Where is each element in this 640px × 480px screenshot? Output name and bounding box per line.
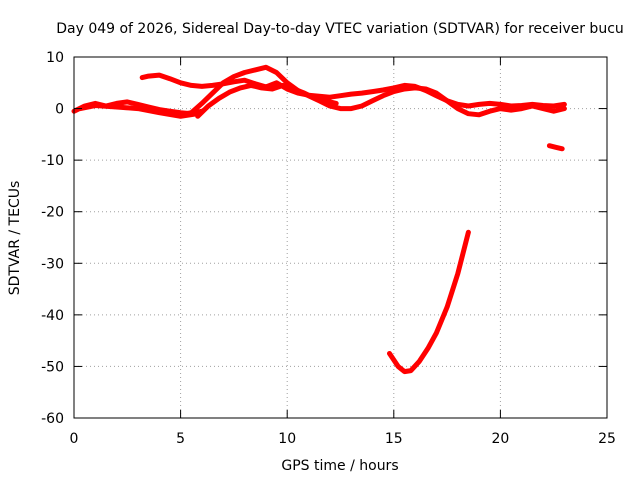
y-tick-label: 0 [55, 102, 64, 118]
y-tick-label: -30 [41, 256, 64, 272]
plot-frame [73, 56, 608, 419]
x-tick-label: 10 [278, 431, 296, 447]
y-tick-label: -20 [41, 205, 64, 221]
y-tick-label: -60 [41, 411, 64, 427]
x-axis-label: GPS time / hours [281, 458, 398, 474]
series-line-arc-6 [546, 143, 565, 152]
x-tick-label: 15 [385, 431, 403, 447]
series-line-arc-7 [387, 229, 471, 375]
series-line-arc-3 [139, 72, 567, 109]
chart-title: Day 049 of 2026, Sidereal Day-to-day VTE… [56, 21, 624, 37]
x-tick-label: 0 [70, 431, 79, 447]
x-tick-label: 5 [176, 431, 185, 447]
y-tick-label: -40 [41, 308, 64, 324]
y-tick-label: -10 [41, 153, 64, 169]
y-tick-label: -50 [41, 359, 64, 375]
y-tick-label: 10 [46, 50, 64, 66]
tick-layer: 10 0 -10 -20 -30 -40 -50 -60 0 5 10 15 20 25 [41, 50, 616, 447]
series-line-arc-5 [195, 82, 339, 119]
x-tick-label: 20 [491, 431, 509, 447]
grid-layer [74, 57, 607, 418]
y-axis-label: SDTVAR / TECUs [7, 181, 23, 296]
series-line-arc-4 [178, 64, 567, 118]
series-layer [71, 64, 567, 375]
x-tick-label: 25 [598, 431, 616, 447]
